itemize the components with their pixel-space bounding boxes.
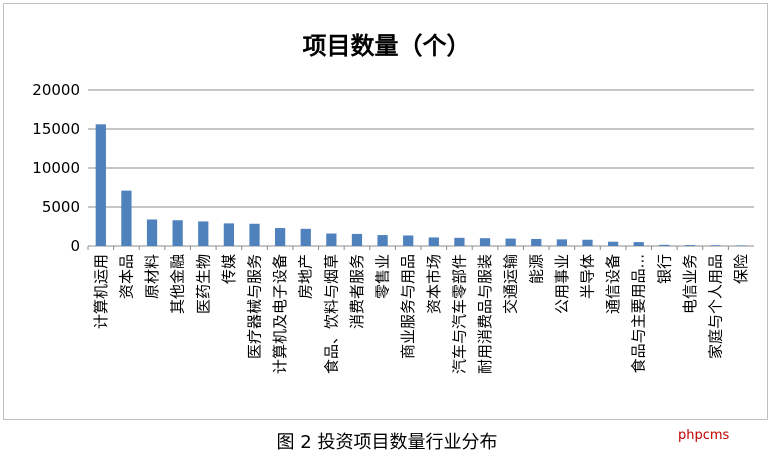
bar bbox=[300, 228, 311, 246]
bar bbox=[403, 235, 414, 246]
bar bbox=[659, 244, 670, 246]
bar bbox=[531, 238, 542, 246]
bar-chart: 0 5000 10000 15000 20000 计算机运用 资本品 原材料 其他金融 医药生物… bbox=[32, 81, 754, 374]
bar bbox=[121, 190, 132, 246]
x-category-label: 食品、饮料与烟草 bbox=[322, 254, 340, 374]
x-category-label: 食品与主要用品... bbox=[630, 254, 648, 373]
x-category-label: 原材料 bbox=[143, 254, 161, 299]
x-category-label: 银行 bbox=[655, 254, 673, 284]
bar bbox=[351, 233, 363, 246]
y-tick-label: 10000 bbox=[32, 159, 80, 177]
x-category-label: 传媒 bbox=[220, 254, 238, 284]
x-category-label: 半导体 bbox=[579, 254, 597, 299]
x-category-label: 资本市场 bbox=[425, 254, 443, 314]
x-category-label: 房地产 bbox=[297, 254, 315, 299]
watermark: phpcms bbox=[678, 428, 730, 443]
bar bbox=[95, 124, 106, 246]
bar bbox=[377, 235, 388, 246]
x-category-label: 汽车与汽车零部件 bbox=[450, 254, 468, 374]
x-category-label: 家庭与个人用品 bbox=[707, 254, 725, 359]
bar bbox=[607, 241, 619, 246]
y-tick-label: 0 bbox=[70, 237, 80, 255]
bar bbox=[198, 221, 209, 246]
bar bbox=[172, 220, 183, 246]
bar bbox=[505, 238, 516, 246]
bar bbox=[736, 245, 747, 246]
bar bbox=[710, 245, 721, 246]
x-category-label: 消费者服务 bbox=[348, 254, 366, 329]
x-category-label: 计算机及电子设备 bbox=[271, 254, 289, 374]
bar bbox=[684, 245, 696, 246]
x-category-label: 保险 bbox=[732, 254, 750, 284]
bar bbox=[633, 242, 644, 246]
x-category-label: 医疗器械与服务 bbox=[246, 254, 264, 359]
chart-frame: 项目数量（个） 0 5000 10000 15000 20000 计算机运用 资本品 原材料… bbox=[3, 3, 768, 420]
bar bbox=[582, 239, 593, 246]
bar bbox=[326, 233, 337, 246]
bar bbox=[556, 239, 568, 246]
bar bbox=[274, 228, 286, 246]
x-category-label: 能源 bbox=[527, 254, 545, 284]
y-tick-label: 5000 bbox=[42, 198, 80, 216]
x-category-label: 商业服务与用品 bbox=[399, 254, 417, 359]
bar bbox=[223, 223, 235, 246]
y-tick-label: 20000 bbox=[32, 81, 80, 99]
x-category-label: 零售业 bbox=[374, 254, 392, 299]
bar bbox=[146, 219, 158, 246]
bar bbox=[249, 223, 260, 246]
x-category-label: 其他金融 bbox=[169, 254, 187, 314]
x-category-label: 交通运输 bbox=[502, 254, 520, 314]
bar bbox=[428, 237, 439, 246]
y-tick-label: 15000 bbox=[32, 120, 80, 138]
bar bbox=[454, 237, 465, 246]
x-category-label: 通信设备 bbox=[604, 254, 622, 314]
figure-caption: 图 2 投资项目数量行业分布 bbox=[276, 432, 498, 453]
x-category-label: 耐用消费品与服装 bbox=[476, 254, 494, 374]
x-category-label: 电信业务 bbox=[681, 254, 699, 314]
bar bbox=[479, 238, 491, 246]
x-category-label: 资本品 bbox=[117, 254, 135, 299]
x-category-label: 医药生物 bbox=[194, 254, 212, 314]
x-category-label: 计算机运用 bbox=[92, 254, 110, 329]
chart-title: 项目数量（个） bbox=[302, 32, 471, 60]
x-category-label: 公用事业 bbox=[553, 254, 571, 314]
